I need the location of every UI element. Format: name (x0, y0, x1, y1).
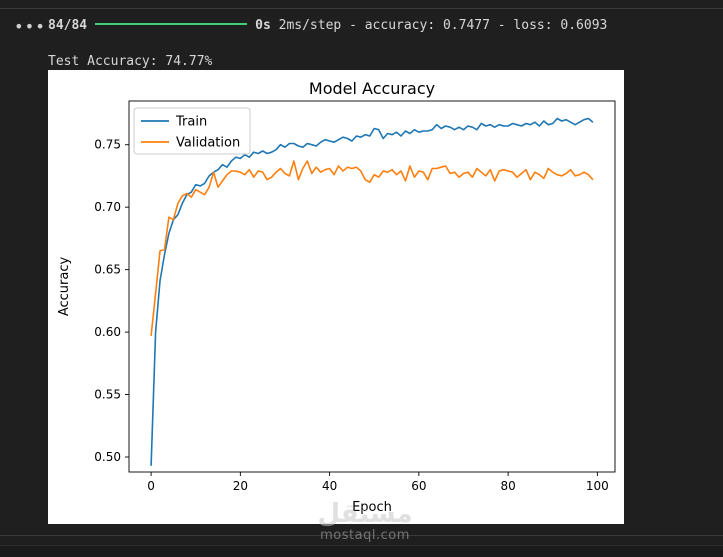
legend-label-train: Train (175, 115, 207, 130)
watermark: مستقل mostaql.com (300, 500, 430, 543)
test-accuracy-output: Test Accuracy: 74.77% (48, 54, 213, 69)
y-tick-label: 0.60 (94, 325, 121, 339)
output-cell-frame (0, 8, 723, 536)
x-tick-label: 80 (500, 479, 515, 493)
progress-metrics: 2ms/step - accuracy: 0.7477 - loss: 0.60… (278, 18, 608, 33)
x-tick-label: 20 (233, 479, 248, 493)
y-tick-label: 0.55 (94, 388, 121, 402)
progress-time: 0s (255, 18, 271, 33)
y-tick-label: 0.70 (94, 200, 121, 214)
training-progress: 84/84 0s 2ms/step - accuracy: 0.7477 - lo… (48, 18, 607, 33)
series-line-validation (150, 160, 594, 336)
x-tick-label: 40 (322, 479, 337, 493)
y-tick-label: 0.75 (94, 138, 121, 152)
y-tick-label: 0.65 (94, 263, 121, 277)
watermark-logo: مستقل (317, 499, 413, 529)
accuracy-chart: Model Accuracy 0 20 40 60 80 100 0.50 0.55 0.60 0.… (57, 79, 616, 515)
watermark-site: mostaql.com (320, 528, 410, 543)
series-line-train (150, 117, 594, 466)
progress-bar (95, 23, 248, 25)
x-tick-label: 60 (411, 479, 426, 493)
ellipsis-icon[interactable]: ••• (14, 17, 46, 36)
progress-steps: 84/84 (48, 18, 88, 33)
y-tick-label: 0.50 (94, 450, 121, 464)
chart-title: Model Accuracy (309, 79, 435, 98)
x-tick-label: 0 (147, 479, 155, 493)
accuracy-figure: Model Accuracy 0 20 40 60 80 100 0.50 0.55 0.60 0.… (48, 70, 624, 524)
legend-label-validation: Validation (176, 136, 240, 151)
plot-frame (128, 100, 616, 473)
next-cell-strip (0, 545, 723, 557)
x-tick-label: 100 (586, 479, 609, 493)
legend: Train Validation (133, 107, 251, 155)
y-axis-label: Accuracy (57, 257, 72, 317)
x-axis-label: Epoch (352, 500, 392, 515)
